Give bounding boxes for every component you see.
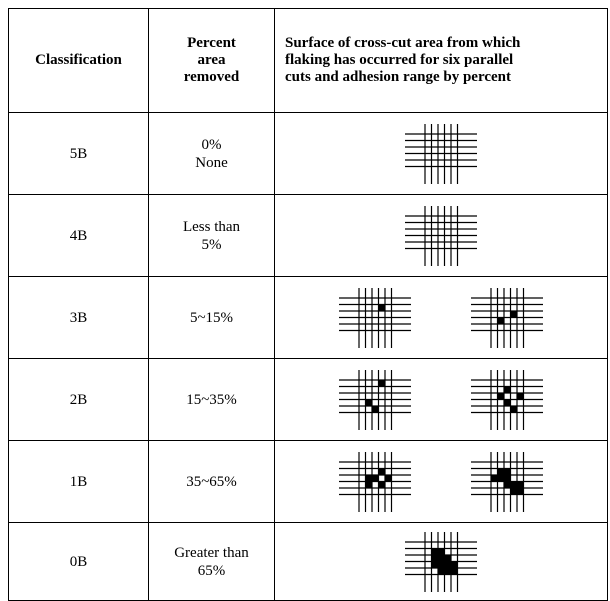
header-surface-line-3: cuts and adhesion range by percent: [285, 69, 511, 85]
classification-cell: 1B: [8, 440, 149, 523]
cross-cut-grid-pattern: [405, 531, 477, 592]
flaked-area: [438, 561, 445, 568]
table-row: 3B 5~15%: [8, 276, 608, 359]
header-percent-line-1: Percent: [187, 35, 236, 51]
flaked-area: [504, 474, 511, 481]
flaked-area: [517, 481, 524, 488]
table-row: 4B Less than 5%: [8, 194, 608, 277]
flaked-area: [372, 405, 379, 412]
classification-cell: 5B: [8, 112, 149, 195]
flaked-area: [444, 554, 451, 561]
flaked-area: [517, 392, 524, 399]
flaked-area: [451, 567, 458, 574]
cross-cut-classification-table: Classification Percent area removed Surf…: [8, 8, 608, 601]
pattern-cell: [274, 440, 608, 523]
header-percent-line-2: area: [197, 52, 226, 68]
flaked-area: [497, 474, 504, 481]
flaked-area: [378, 481, 385, 488]
flaked-area: [431, 561, 438, 568]
percent-text-line-1: Greater than: [174, 544, 249, 561]
flaked-area: [431, 548, 438, 555]
cross-cut-grid-pattern: [471, 369, 543, 430]
flaked-area: [451, 561, 458, 568]
table-row: 5B 0% None: [8, 112, 608, 195]
cross-cut-grid-pattern: [471, 451, 543, 512]
percent-text-line-2: 65%: [197, 562, 226, 579]
percent-cell: Less than 5%: [148, 194, 275, 277]
header-classification: Classification: [8, 8, 149, 113]
classification-cell: 3B: [8, 276, 149, 359]
flaked-area: [378, 304, 385, 311]
flaked-area: [497, 468, 504, 475]
percent-cell: 5~15%: [148, 276, 275, 359]
flaked-area: [365, 399, 372, 406]
cross-cut-grid-pattern: [339, 451, 411, 512]
cross-cut-grid-pattern: [471, 287, 543, 348]
flaked-area: [504, 386, 511, 393]
cross-cut-grid-pattern: [405, 205, 477, 266]
flaked-area: [385, 474, 392, 481]
flaked-area: [365, 474, 372, 481]
pattern-cell: [274, 522, 608, 601]
pattern-cell: [274, 276, 608, 359]
flaked-area: [510, 310, 517, 317]
flaked-area: [504, 468, 511, 475]
flaked-area: [438, 567, 445, 574]
header-row: Classification Percent area removed Surf…: [8, 8, 608, 113]
percent-text-line-1: Less than: [182, 218, 241, 235]
classification-cell: 2B: [8, 358, 149, 441]
percent-text-line-1: 0%: [201, 136, 222, 153]
flaked-area: [378, 379, 385, 386]
flaked-area: [365, 481, 372, 488]
flaked-area: [510, 481, 517, 488]
percent-text-line-2: None: [195, 154, 228, 171]
flaked-area: [372, 474, 379, 481]
flaked-area: [497, 392, 504, 399]
pattern-cell: [274, 358, 608, 441]
flaked-area: [431, 554, 438, 561]
cross-cut-grid-pattern: [405, 123, 477, 184]
header-percent-area-removed: Percent area removed: [148, 8, 275, 113]
pattern-cell: [274, 194, 608, 277]
percent-cell: 15~35%: [148, 358, 275, 441]
flaked-area: [510, 405, 517, 412]
classification-cell: 4B: [8, 194, 149, 277]
flaked-area: [510, 487, 517, 494]
percent-cell: Greater than 65%: [148, 522, 275, 601]
flaked-area: [497, 317, 504, 324]
flaked-area: [444, 567, 451, 574]
classification-cell: 0B: [8, 522, 149, 601]
header-percent-line-3: removed: [183, 69, 240, 85]
flaked-area: [444, 561, 451, 568]
percent-text-line-1: 15~35%: [186, 391, 237, 408]
flaked-area: [504, 399, 511, 406]
flaked-area: [491, 474, 498, 481]
flaked-area: [517, 487, 524, 494]
cross-cut-grid-pattern: [339, 369, 411, 430]
table-row: 0B Greater than 65%: [8, 522, 608, 601]
header-surface-line-2: flaking has occurred for six parallel: [285, 52, 514, 68]
pattern-cell: [274, 112, 608, 195]
cross-cut-grid-pattern: [339, 287, 411, 348]
percent-text-line-1: 5~15%: [189, 309, 234, 326]
table-row: 2B 15~35%: [8, 358, 608, 441]
percent-cell: 0% None: [148, 112, 275, 195]
flaked-area: [378, 468, 385, 475]
table-row: 1B 35~65%: [8, 440, 608, 523]
flaked-area: [438, 548, 445, 555]
header-surface-description: Surface of cross-cut area from which fla…: [274, 8, 608, 113]
flaked-area: [504, 481, 511, 488]
header-surface-line-1: Surface of cross-cut area from which: [285, 35, 521, 51]
percent-cell: 35~65%: [148, 440, 275, 523]
percent-text-line-2: 5%: [201, 236, 222, 253]
flaked-area: [438, 554, 445, 561]
percent-text-line-1: 35~65%: [186, 473, 237, 490]
